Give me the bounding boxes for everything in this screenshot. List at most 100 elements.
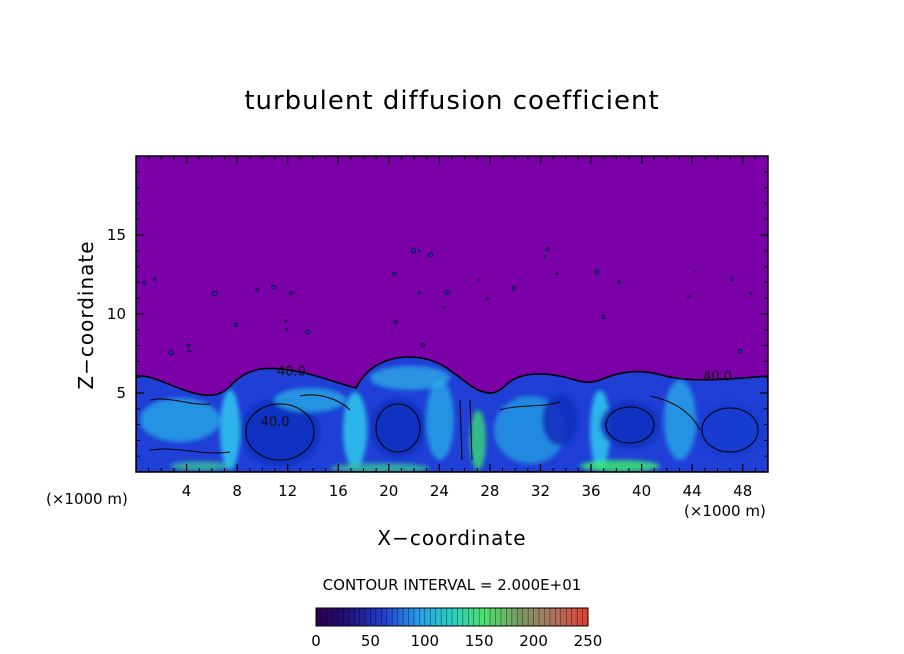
speckle	[594, 269, 600, 275]
eddy-dark	[600, 401, 660, 449]
speckle	[428, 252, 433, 258]
x-unit-label-right: (×1000 m)	[684, 502, 766, 520]
speckle	[749, 292, 753, 295]
x-tick-label: 28	[480, 482, 499, 500]
eddy-green	[470, 410, 486, 470]
eddy-dark	[240, 398, 320, 466]
speckle	[392, 271, 397, 277]
speckle	[486, 297, 489, 300]
eddy-dark	[696, 402, 764, 458]
colorbar-tick-label: 250	[574, 632, 603, 650]
x-tick-label: 20	[379, 482, 398, 500]
eddy-cyan	[426, 380, 454, 460]
contour-line	[299, 394, 351, 411]
speckle	[555, 272, 558, 276]
speckle	[233, 322, 238, 327]
speckle	[285, 327, 289, 331]
contour-line	[149, 448, 231, 454]
x-unit-label-left: (×1000 m)	[46, 490, 128, 508]
contour-interval-label: CONTOUR INTERVAL = 2.000E+01	[322, 576, 582, 594]
y-tick-label: 10	[107, 305, 126, 323]
speckle	[142, 281, 147, 286]
eddy-cyan	[664, 380, 696, 460]
x-tick-label: 24	[430, 482, 449, 500]
eddy-cyan	[370, 366, 450, 390]
contour-label: 40.0	[703, 369, 732, 384]
speckle	[168, 350, 174, 356]
speckle	[186, 343, 191, 348]
eddy-green	[580, 460, 660, 472]
speckle	[418, 249, 421, 253]
speckle	[410, 248, 416, 254]
contour-line	[701, 407, 759, 453]
x-tick-label: 40	[632, 482, 651, 500]
eddy-cyan	[590, 390, 610, 470]
x-tick-label: 44	[683, 482, 702, 500]
speckle	[442, 305, 446, 309]
speckle	[694, 270, 697, 273]
colorbar-stripes	[321, 608, 583, 626]
x-tick-label: 16	[329, 482, 348, 500]
eddy-dark	[542, 394, 578, 446]
x-tick-label: 48	[733, 482, 752, 500]
x-axis-label: X−coordinate	[377, 526, 527, 550]
upper-speckles	[142, 247, 753, 356]
x-tick-label: 32	[531, 482, 550, 500]
contour-labels: 40.0 40.0 40.0	[261, 365, 732, 431]
eddy-cyan	[343, 392, 367, 468]
colorbar-tick-label: 100	[410, 632, 439, 650]
x-tick-label: 36	[581, 482, 600, 500]
x-tick-label: 8	[232, 482, 242, 500]
eddy-cyan	[220, 390, 240, 470]
speckle	[511, 286, 516, 291]
contour-lines	[149, 394, 759, 461]
speckle	[730, 277, 734, 281]
chart-title: turbulent diffusion coefficient	[244, 86, 660, 116]
speckle	[417, 291, 421, 295]
colorbar-tick-label: 200	[519, 632, 548, 650]
speckle	[393, 319, 398, 324]
contour-label: 40.0	[277, 365, 306, 380]
speckle	[255, 288, 260, 293]
speckle	[420, 342, 425, 347]
speckle	[617, 280, 621, 284]
colorbar-tick-label: 50	[361, 632, 380, 650]
y-tick-label: 15	[107, 226, 126, 244]
speckle	[445, 290, 450, 296]
speckle	[686, 295, 690, 298]
speckle	[601, 314, 606, 319]
eddy-green	[170, 461, 230, 471]
x-tick-label: 4	[182, 482, 192, 500]
colorbar-tick-label: 150	[465, 632, 494, 650]
eddy-dark	[370, 398, 426, 458]
contour-line	[375, 403, 421, 453]
contour-line	[149, 398, 211, 405]
contour-line	[499, 401, 561, 411]
colorbar-tick-labels: 0 50 100 150 200 250	[311, 632, 602, 650]
contour-line	[245, 403, 315, 461]
speckle	[545, 247, 550, 251]
speckle	[289, 291, 294, 296]
contour-line	[459, 399, 463, 461]
contour-line	[649, 395, 701, 431]
speckle	[153, 277, 157, 281]
contour-line	[605, 406, 655, 444]
colorbar: 0 50 100 150 200 250	[311, 607, 602, 650]
speckle	[738, 348, 743, 354]
speckle	[284, 319, 288, 322]
speckle	[305, 329, 310, 335]
x-tick-label: 12	[278, 482, 297, 500]
speckle	[477, 278, 481, 281]
eddy-cyan	[140, 398, 220, 442]
contour-line	[469, 399, 473, 461]
y-axis: 5 10 15	[107, 171, 768, 457]
speckle	[271, 285, 276, 290]
contour-label: 40.0	[261, 415, 290, 430]
turbulent-layer	[136, 356, 768, 472]
colorbar-tick-label: 0	[311, 632, 321, 650]
speckle	[212, 290, 218, 296]
eddy-green	[330, 463, 430, 472]
speckle	[543, 254, 547, 258]
y-tick-label: 5	[116, 384, 126, 402]
